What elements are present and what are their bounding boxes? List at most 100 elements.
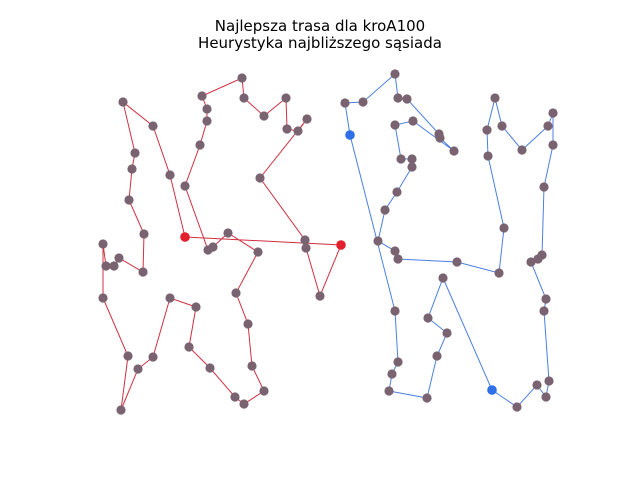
city-point-b-12 bbox=[407, 154, 417, 164]
city-point-b-20 bbox=[494, 268, 504, 278]
city-point-b-21 bbox=[499, 223, 509, 233]
city-point-b-1 bbox=[340, 98, 350, 108]
city-point-b-28 bbox=[548, 108, 558, 118]
route-line-a bbox=[102, 77, 342, 411]
city-point-b-42 bbox=[423, 313, 433, 323]
city-point-a-13 bbox=[98, 293, 108, 303]
city-point-b-25 bbox=[497, 121, 507, 131]
city-point-b-9 bbox=[408, 116, 418, 126]
city-point-a-2 bbox=[148, 121, 158, 131]
city-point-b-41 bbox=[438, 273, 448, 283]
city-point-b-34 bbox=[541, 294, 551, 304]
city-point-b-29 bbox=[548, 140, 558, 150]
city-point-a-6 bbox=[124, 195, 134, 205]
city-point-a-45 bbox=[300, 235, 310, 245]
city-point-a-17 bbox=[148, 352, 158, 362]
city-point-b-46 bbox=[384, 386, 394, 396]
route-start-point-a bbox=[180, 232, 190, 242]
city-point-a-19 bbox=[191, 302, 201, 312]
city-point-b-23 bbox=[482, 125, 492, 135]
city-point-b-15 bbox=[380, 205, 390, 215]
city-point-b-16 bbox=[373, 236, 383, 246]
city-point-a-44 bbox=[255, 173, 265, 183]
city-point-a-25 bbox=[247, 361, 257, 371]
city-point-b-49 bbox=[390, 306, 400, 316]
city-point-b-19 bbox=[452, 257, 462, 267]
city-point-a-47 bbox=[315, 291, 325, 301]
city-point-a-10 bbox=[109, 261, 119, 271]
city-point-b-17 bbox=[390, 246, 400, 256]
city-point-a-24 bbox=[259, 386, 269, 396]
route-end-point-b bbox=[487, 385, 497, 395]
city-point-a-35 bbox=[202, 104, 212, 114]
city-point-a-4 bbox=[130, 148, 140, 158]
city-point-a-36 bbox=[197, 91, 207, 101]
city-point-a-20 bbox=[184, 342, 194, 352]
city-point-b-11 bbox=[396, 154, 406, 164]
city-point-a-41 bbox=[282, 124, 292, 134]
city-point-b-13 bbox=[407, 162, 417, 172]
city-point-a-1 bbox=[165, 170, 175, 180]
city-point-b-43 bbox=[442, 328, 452, 338]
city-point-a-39 bbox=[259, 111, 269, 121]
city-point-b-48 bbox=[393, 357, 403, 367]
city-point-a-3 bbox=[118, 97, 128, 107]
city-point-a-29 bbox=[223, 228, 233, 238]
city-point-b-8 bbox=[449, 146, 459, 156]
city-point-b-35 bbox=[539, 306, 549, 316]
city-point-b-26 bbox=[517, 145, 527, 155]
city-point-a-26 bbox=[243, 319, 253, 329]
city-point-b-27 bbox=[543, 121, 553, 131]
city-point-a-28 bbox=[253, 247, 263, 257]
city-point-a-23 bbox=[239, 399, 249, 409]
city-point-b-36 bbox=[544, 376, 554, 386]
city-point-a-9 bbox=[114, 253, 124, 263]
city-point-b-30 bbox=[539, 182, 549, 192]
city-points bbox=[98, 69, 558, 415]
city-point-b-10 bbox=[390, 120, 400, 130]
city-point-a-16 bbox=[133, 364, 143, 374]
city-point-b-38 bbox=[532, 380, 542, 390]
city-point-b-32 bbox=[533, 254, 543, 264]
city-point-a-5 bbox=[127, 164, 137, 174]
city-point-b-22 bbox=[483, 151, 493, 161]
city-point-a-22 bbox=[230, 392, 240, 402]
city-point-b-39 bbox=[512, 402, 522, 412]
route-start-point-b bbox=[345, 130, 355, 140]
city-point-a-18 bbox=[165, 293, 175, 303]
city-point-a-38 bbox=[239, 93, 249, 103]
city-point-a-11 bbox=[101, 261, 111, 271]
city-point-a-12 bbox=[98, 239, 108, 249]
city-point-a-43 bbox=[302, 114, 312, 124]
route-end-point-a bbox=[336, 240, 346, 250]
city-point-a-8 bbox=[138, 267, 148, 277]
city-point-a-14 bbox=[123, 351, 133, 361]
city-point-a-33 bbox=[195, 140, 205, 150]
city-point-b-33 bbox=[526, 257, 536, 267]
city-point-b-2 bbox=[358, 97, 368, 107]
city-point-a-7 bbox=[139, 229, 149, 239]
city-point-a-46 bbox=[301, 243, 311, 253]
city-point-a-15 bbox=[116, 405, 126, 415]
city-point-b-45 bbox=[422, 393, 432, 403]
city-point-b-3 bbox=[390, 69, 400, 79]
city-point-b-4 bbox=[393, 93, 403, 103]
city-point-a-34 bbox=[202, 116, 212, 126]
city-point-b-18 bbox=[393, 254, 403, 264]
city-point-a-21 bbox=[205, 363, 215, 373]
chart-subtitle: Heurystyka najbliższego sąsiada bbox=[198, 34, 442, 52]
city-point-a-27 bbox=[231, 288, 241, 298]
chart-title: Najlepsza trasa dla kroA100 bbox=[214, 17, 426, 35]
city-point-b-5 bbox=[402, 94, 412, 104]
city-point-a-37 bbox=[237, 73, 247, 83]
city-point-b-44 bbox=[432, 351, 442, 361]
city-point-a-40 bbox=[281, 93, 291, 103]
city-point-b-24 bbox=[490, 93, 500, 103]
city-point-a-31 bbox=[203, 245, 213, 255]
city-point-b-7 bbox=[435, 133, 445, 143]
route-paths bbox=[102, 73, 554, 411]
city-point-b-37 bbox=[541, 392, 551, 402]
city-point-a-42 bbox=[293, 126, 303, 136]
city-point-b-14 bbox=[392, 187, 402, 197]
